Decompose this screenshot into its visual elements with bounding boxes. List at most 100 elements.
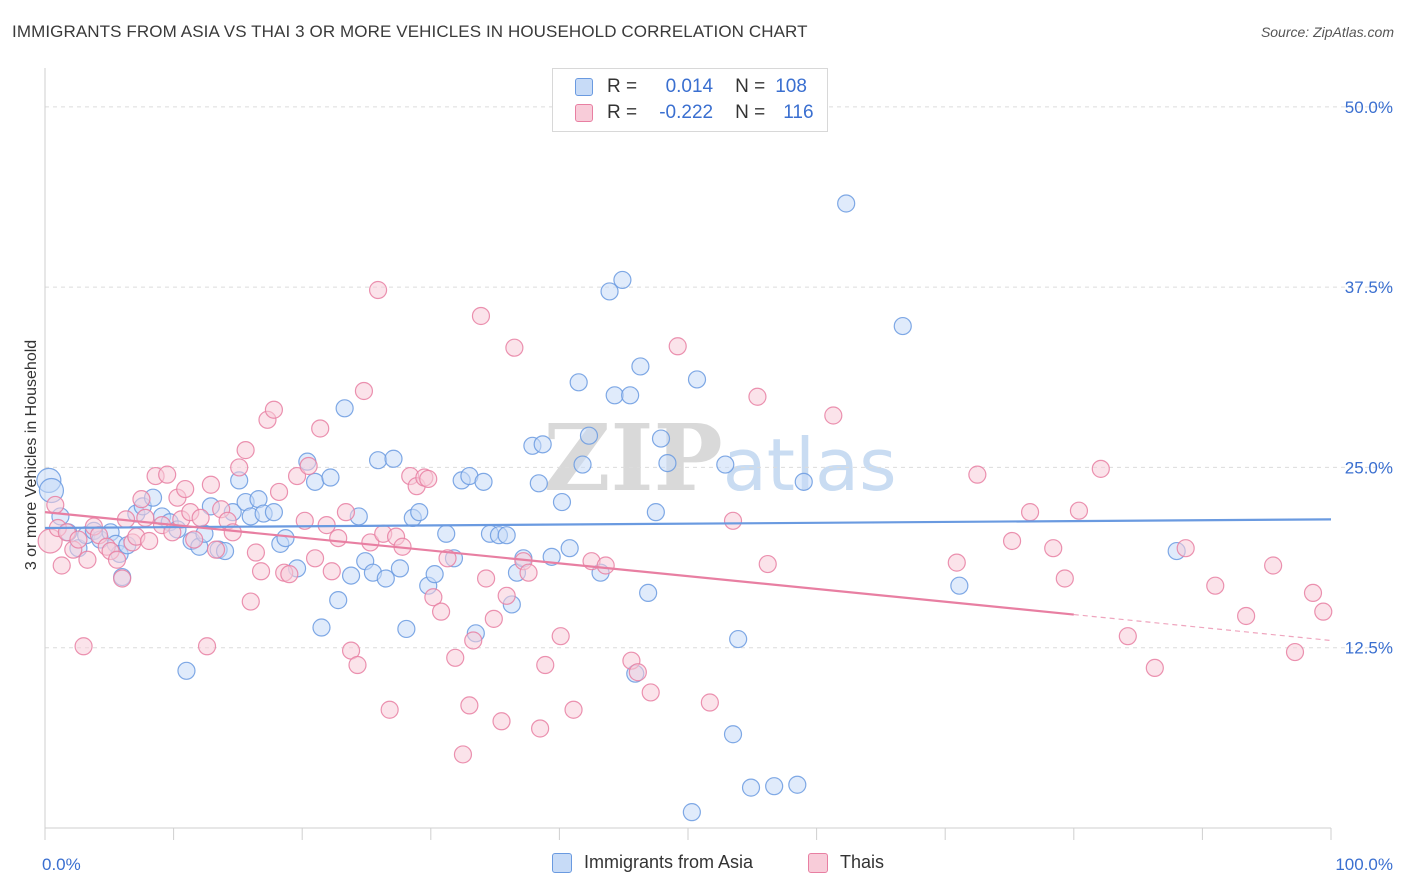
point-asia [177, 661, 196, 680]
x-tick-label: 0.0% [42, 855, 81, 874]
point-thais [505, 338, 524, 357]
point-thais [824, 406, 843, 425]
legend-n-label: N = [735, 76, 766, 97]
y-tick-label: 12.5% [1345, 639, 1393, 658]
point-asia [569, 373, 588, 392]
point-thais [368, 280, 388, 300]
series-name-thais: Thais [840, 852, 885, 872]
point-thais [158, 465, 177, 484]
point-asia [474, 472, 493, 491]
point-thais [380, 700, 399, 719]
point-asia [321, 468, 340, 487]
chart-title: IMMIGRANTS FROM ASIA VS THAI 3 OR MORE V… [12, 22, 808, 41]
point-thais [668, 337, 687, 356]
point-thais [322, 562, 341, 581]
point-thais [264, 400, 284, 419]
point-asia [305, 472, 325, 491]
point-thais [1145, 658, 1164, 678]
point-thais [201, 475, 220, 494]
point-thais [230, 458, 249, 477]
point-asia [893, 316, 912, 336]
legend-swatch-asia [575, 78, 593, 96]
point-thais [460, 696, 479, 715]
point-thais [1118, 627, 1137, 646]
point-thais [1091, 459, 1110, 478]
point-thais [471, 306, 491, 326]
point-asia [651, 429, 671, 448]
point-asia [682, 803, 701, 822]
point-thais [354, 381, 374, 401]
point-thais [246, 543, 266, 562]
point-asia [788, 775, 807, 794]
point-asia [723, 725, 743, 744]
series-legend-thais[interactable]: Thais [808, 852, 884, 873]
point-asia [312, 618, 331, 637]
point-asia [613, 270, 632, 290]
gridlines [45, 106, 1392, 649]
point-asia [741, 778, 761, 797]
series-legend-asia[interactable]: Immigrants from Asia [552, 852, 753, 873]
point-thais [185, 530, 204, 549]
point-asia [341, 566, 361, 585]
point-asia [264, 503, 284, 522]
series-swatch-asia [552, 852, 572, 873]
point-thais [484, 609, 503, 628]
point-thais [748, 387, 767, 406]
point-thais [69, 530, 88, 549]
point-thais [1303, 583, 1323, 603]
point-thais [1044, 539, 1063, 558]
point-thais [464, 631, 483, 650]
series-name-asia: Immigrants from Asia [584, 852, 754, 872]
point-thais [1176, 539, 1195, 558]
point-asia [639, 583, 658, 603]
trend-line-asia [44, 518, 1332, 530]
point-asia [579, 426, 599, 445]
y-tick-label: 25.0% [1345, 458, 1393, 477]
point-thais [968, 465, 987, 484]
point-thais [107, 550, 127, 569]
point-asia [560, 539, 579, 558]
point-thais [596, 556, 615, 575]
point-asia [552, 492, 572, 512]
y-tick-label: 37.5% [1345, 278, 1393, 297]
point-asia [397, 619, 416, 639]
point-thais [140, 531, 159, 551]
point-thais [311, 419, 330, 438]
watermark: ZIPatlas [543, 404, 896, 512]
watermark-zip: ZIP [543, 404, 722, 512]
point-thais [1264, 556, 1283, 575]
point-thais [1020, 503, 1040, 522]
point-thais [236, 441, 255, 460]
point-thais [132, 490, 151, 509]
point-thais [197, 637, 217, 656]
point-asia [497, 526, 516, 545]
point-thais [1206, 576, 1225, 595]
point-thais [269, 482, 289, 502]
legend-r-label: R = [607, 76, 638, 97]
point-asia [621, 386, 640, 405]
series-legend: Immigrants from Asia Thais [0, 852, 1406, 878]
point-thais [564, 700, 583, 719]
point-thais [723, 511, 743, 530]
point-thais [191, 508, 210, 528]
point-thais [241, 592, 260, 611]
y-tick-labels: 12.5% 25.0% 37.5% 50.0% [1345, 98, 1393, 658]
point-thais [52, 556, 71, 575]
point-asia [765, 777, 784, 796]
point-thais [641, 683, 660, 702]
point-thais [1069, 501, 1089, 520]
point-asia [410, 503, 429, 522]
legend-r-value-asia: 0.014 [665, 76, 714, 97]
point-asia [376, 569, 395, 588]
trend-lines [44, 511, 1332, 642]
axes [44, 68, 1332, 840]
trend-line-thais-extension [1073, 613, 1332, 642]
point-asia [276, 528, 295, 548]
point-thais [628, 663, 647, 682]
legend-n-value-thais: 116 [783, 102, 814, 123]
point-thais [476, 569, 496, 588]
legend-row-asia: R = 0.014 N = 108 [575, 75, 807, 99]
point-thais [551, 627, 570, 646]
data-points [36, 194, 1333, 822]
